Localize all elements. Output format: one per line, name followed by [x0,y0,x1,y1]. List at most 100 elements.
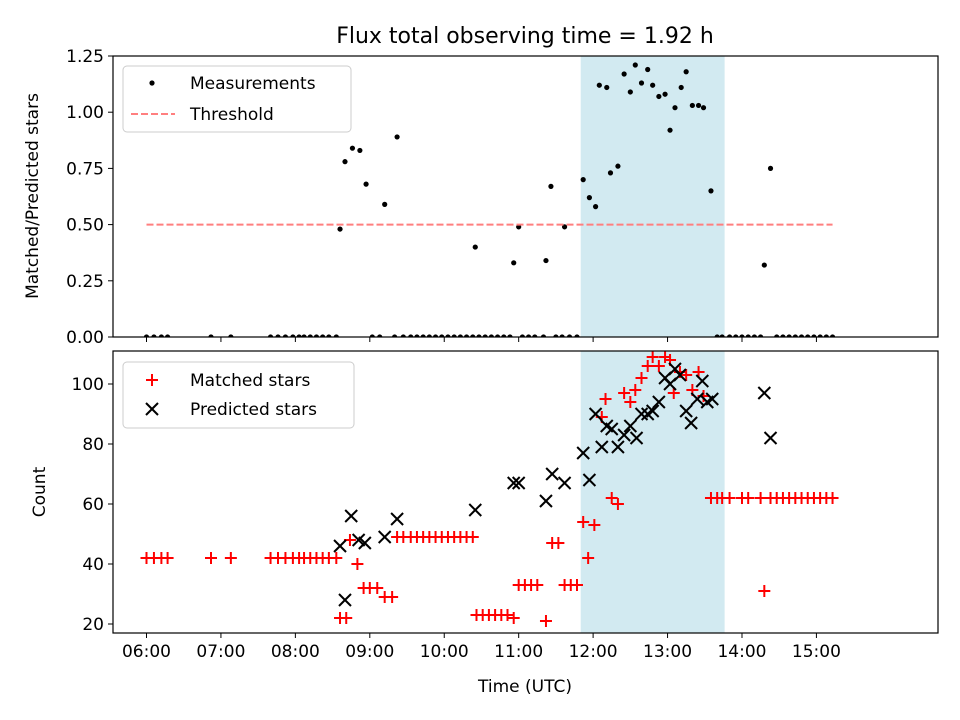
predicted-stars-point [377,530,392,544]
measurements-point [164,334,171,337]
measurements-point [158,334,164,337]
measurements-point [745,334,751,337]
measurements-point [369,334,375,337]
measurements-point [432,334,439,337]
measurements-point [408,334,414,337]
measurements-point [757,334,764,337]
predicted-stars-point [623,419,638,433]
matched-stars-point [742,492,755,504]
measurements-point [719,334,725,337]
matched-stars-point [646,351,659,363]
measurements-point [621,71,627,77]
y-tick-label: 40 [82,555,104,575]
predicted-stars-point [757,386,772,400]
measurements-point [761,262,767,268]
measurements-point [472,244,478,250]
predicted-stars-point [695,374,709,388]
matched-stars-point [466,531,479,543]
measurements-point [596,82,602,88]
predicted-stars-point [333,539,347,553]
measurements-point [751,334,757,337]
measurements-point [463,334,470,337]
measurements-point [507,334,513,337]
matched-stars-point [758,585,771,597]
bottom-panel: 20 40 60 80 100 06:00 07:00 08:00 09:00 10:00 11:… [30,350,939,697]
matched-stars-point [577,516,590,528]
predicted-stars-point [344,509,358,523]
measurements-point [604,84,610,91]
legend-threshold-label: Threshold [189,105,274,125]
measurements-point [566,334,573,337]
measurements-point [689,102,695,109]
predicted-stars-point [557,476,572,490]
top-panel: Flux total observing time = 1.92 h 0.00 0… [23,24,939,348]
matched-stars-point [539,615,552,627]
measurements-point [548,183,554,189]
measurements-point [662,91,668,97]
predicted-stars-point [338,593,352,607]
matched-stars-point [652,360,665,372]
measurements-point [667,127,673,133]
legend-predicted-label: Predicted stars [190,400,317,420]
measurements-point [301,334,307,337]
matched-stars-point [588,519,601,531]
measurements-point [805,334,811,337]
measurements-point [559,334,565,337]
matched-stars-point [205,552,218,564]
measurements-point [357,147,363,154]
matched-stars-point [501,609,514,621]
legend-matched-marker [146,374,158,386]
measurements-point [296,334,302,337]
measurements-point [656,93,662,100]
measurements-point [400,334,406,337]
measurements-point [377,334,383,337]
predicted-stars-point [645,404,660,418]
measurements-point [811,334,817,337]
measurements-point [394,134,400,140]
measurements-point [726,334,733,337]
x-tick-label: 09:00 [345,642,394,662]
measurements-point [457,334,463,337]
measurements-point [501,334,507,337]
matched-stars-point [611,498,624,510]
predicted-stars-point [539,494,553,508]
measurements-point [143,334,150,337]
measurements-point [382,201,388,207]
measurements-point [439,334,445,337]
measurements-point [739,334,745,337]
matched-stars-point [641,360,654,372]
matched-stars-point [371,582,384,594]
measurements-point [786,334,792,337]
predicted-stars-point [358,536,372,550]
matched-stars-point [330,552,343,564]
measurements-point [823,334,829,337]
predicted-stars-point [629,431,644,445]
x-tick-label: 14:00 [717,642,766,662]
measurements-point [488,334,494,337]
bottom-plot-frame [112,350,939,634]
measurements-point [470,334,476,337]
matched-stars-point [629,384,642,396]
matched-stars-point [570,579,583,591]
x-tick-label: 13:00 [643,642,692,662]
x-axis-label: Time (UTC) [477,677,572,697]
measurements-point [290,334,296,337]
predicted-stars-point [390,512,404,526]
measurements-point [526,334,532,337]
measurements-point [607,170,614,176]
measurements-point [532,334,538,337]
chart-title: Flux total observing time = 1.92 h [336,24,714,49]
measurements-point [426,334,432,337]
matched-stars-point [605,492,618,504]
measurements-point [774,334,780,337]
measurements-point [420,334,426,337]
legend-matched-label: Matched stars [190,371,310,391]
measurements-point [817,334,823,337]
predicted-stars-point [545,467,559,481]
x-tick-label: 08:00 [271,642,320,662]
measurements-point [313,334,320,337]
measurements-point [445,334,451,337]
measurements-point [574,334,580,337]
predicted-stars-point [588,407,603,421]
